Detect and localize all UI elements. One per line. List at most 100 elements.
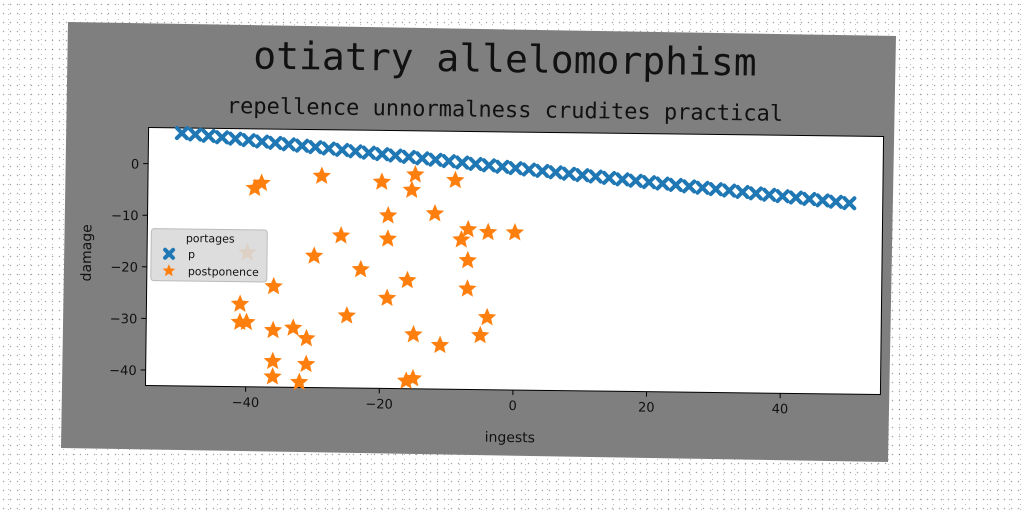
data-point-p xyxy=(775,189,790,204)
data-point-p xyxy=(241,133,256,148)
data-point-p xyxy=(708,182,723,197)
x-axis-label: ingests xyxy=(485,430,536,447)
data-point-postponence xyxy=(404,324,423,343)
y-tick-label: −30 xyxy=(110,312,138,327)
data-point-postponence xyxy=(377,288,397,307)
data-point-p xyxy=(455,155,470,170)
data-point-p xyxy=(695,180,710,195)
y-tick-label: 0 xyxy=(131,157,139,172)
data-point-p xyxy=(468,156,483,172)
data-point-p xyxy=(361,145,376,160)
axis-ticks: −40 −20 0 20 40 0 −10 −20 −30 −40 xyxy=(109,157,789,417)
data-point-p xyxy=(188,127,203,142)
plot-area: −40 −20 0 20 40 0 −10 −20 −30 −40 portages p post… xyxy=(79,126,885,447)
data-point-postponence xyxy=(458,219,478,238)
data-point-p xyxy=(842,196,857,211)
y-tick-label: −40 xyxy=(109,364,137,379)
data-point-postponence xyxy=(296,354,316,373)
data-point-postponence xyxy=(284,318,303,336)
data-point-postponence xyxy=(263,351,282,370)
series-postponence xyxy=(230,165,525,391)
data-point-p xyxy=(615,172,630,187)
data-point-postponence xyxy=(505,223,525,241)
data-point-p xyxy=(602,170,617,186)
data-point-postponence xyxy=(290,372,309,391)
data-point-p xyxy=(481,158,497,173)
data-point-p xyxy=(228,131,243,146)
legend-x-marker xyxy=(163,247,176,260)
data-point-p xyxy=(561,166,577,181)
data-point-postponence xyxy=(471,325,490,344)
data-point-p xyxy=(535,163,550,179)
data-point-p xyxy=(628,173,643,188)
x-tick-label: −20 xyxy=(365,397,393,412)
data-point-p xyxy=(214,130,230,145)
data-point-postponence xyxy=(304,246,324,264)
data-point-p xyxy=(495,159,510,174)
data-point-p xyxy=(735,184,750,200)
data-point-postponence xyxy=(252,173,271,191)
data-point-postponence xyxy=(452,230,471,248)
x-tick-label: 40 xyxy=(772,402,789,417)
legend-star-marker xyxy=(162,264,176,277)
data-point-p xyxy=(788,190,804,205)
data-point-postponence xyxy=(263,367,282,385)
data-point-postponence xyxy=(477,307,497,326)
data-point-p xyxy=(762,187,777,202)
data-point-p xyxy=(348,144,363,159)
data-point-postponence xyxy=(402,180,422,198)
data-point-p xyxy=(642,175,657,190)
data-point-postponence xyxy=(406,165,425,183)
chart-title: otiatry allelomorphism xyxy=(253,33,757,84)
data-point-p xyxy=(415,151,430,166)
data-point-postponence xyxy=(263,320,283,339)
data-point-p xyxy=(281,137,296,152)
data-point-p xyxy=(308,140,323,155)
data-point-p xyxy=(321,141,336,156)
data-point-p xyxy=(428,152,443,167)
legend-label-postponence: postponence xyxy=(188,265,259,279)
data-point-postponence xyxy=(378,229,398,247)
x-tick-label: −40 xyxy=(232,396,260,411)
data-point-p xyxy=(828,194,844,209)
data-point-postponence xyxy=(430,335,450,354)
data-point-postponence xyxy=(312,166,331,184)
data-point-postponence xyxy=(337,306,356,324)
data-point-p xyxy=(401,149,416,165)
data-point-p xyxy=(815,193,830,208)
data-point-postponence xyxy=(458,250,477,269)
data-point-postponence xyxy=(403,368,423,387)
data-point-p xyxy=(295,138,310,153)
x-tick-label: 0 xyxy=(509,399,517,414)
data-point-postponence xyxy=(458,279,477,297)
legend-marker-postponence xyxy=(162,264,176,277)
data-point-p xyxy=(521,162,537,177)
data-point-postponence xyxy=(478,222,498,241)
data-point-p xyxy=(722,183,737,198)
data-point-p xyxy=(682,179,697,194)
data-point-p xyxy=(548,165,563,180)
data-point-postponence xyxy=(372,172,392,190)
data-point-p xyxy=(668,177,683,193)
data-point-postponence xyxy=(230,312,249,331)
legend: portages p postponence xyxy=(150,228,268,283)
x-tick-label: 20 xyxy=(638,401,655,416)
data-point-p xyxy=(388,148,403,163)
legend-box xyxy=(150,228,268,283)
data-point-postponence xyxy=(446,170,465,189)
series-p xyxy=(174,126,857,211)
data-point-p xyxy=(335,142,350,157)
data-point-p xyxy=(174,126,190,141)
data-point-p xyxy=(508,161,523,176)
data-point-postponence xyxy=(331,226,351,244)
data-point-postponence xyxy=(351,259,370,278)
data-point-postponence xyxy=(425,203,445,222)
y-axis-label: damage xyxy=(79,224,96,281)
data-point-postponence xyxy=(230,294,250,312)
data-point-p xyxy=(802,191,817,207)
legend-label-p: p xyxy=(188,248,195,261)
data-point-p xyxy=(375,147,390,162)
data-point-postponence xyxy=(297,328,316,347)
legend-title: portages xyxy=(186,232,235,246)
